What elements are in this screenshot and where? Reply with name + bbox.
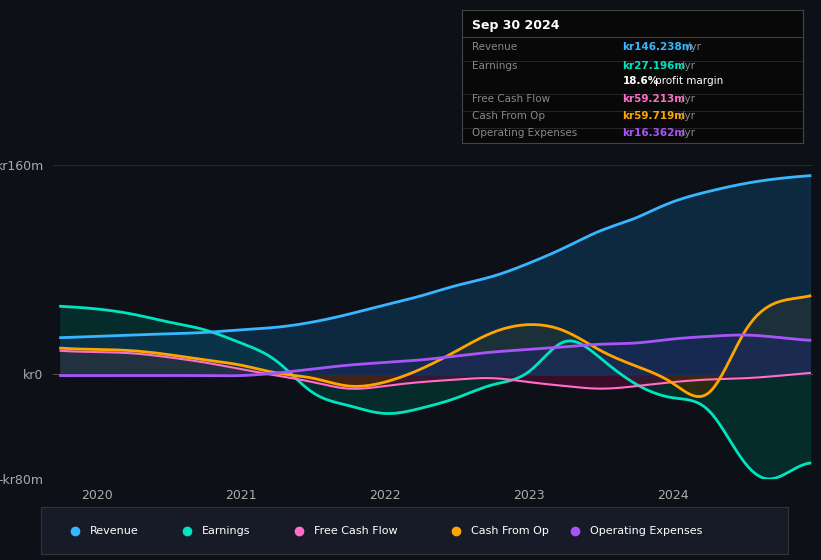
Text: 18.6%: 18.6% xyxy=(622,77,658,86)
Text: Cash From Op: Cash From Op xyxy=(470,526,548,535)
Text: Revenue: Revenue xyxy=(89,526,139,535)
Text: profit margin: profit margin xyxy=(654,77,723,86)
Text: Free Cash Flow: Free Cash Flow xyxy=(472,94,551,104)
Text: Earnings: Earnings xyxy=(472,60,518,71)
Text: Operating Expenses: Operating Expenses xyxy=(590,526,703,535)
Text: /yr: /yr xyxy=(681,60,695,71)
Text: Sep 30 2024: Sep 30 2024 xyxy=(472,20,560,32)
Text: /yr: /yr xyxy=(681,94,695,104)
Text: kr27.196m: kr27.196m xyxy=(622,60,686,71)
Text: kr146.238m: kr146.238m xyxy=(622,42,693,52)
Text: kr59.719m: kr59.719m xyxy=(622,111,686,121)
Text: /yr: /yr xyxy=(681,128,695,138)
Text: Revenue: Revenue xyxy=(472,42,517,52)
Text: /yr: /yr xyxy=(687,42,701,52)
Text: Cash From Op: Cash From Op xyxy=(472,111,545,121)
Text: kr59.213m: kr59.213m xyxy=(622,94,686,104)
Text: Operating Expenses: Operating Expenses xyxy=(472,128,578,138)
Text: /yr: /yr xyxy=(681,111,695,121)
Text: Earnings: Earnings xyxy=(202,526,250,535)
Text: kr16.362m: kr16.362m xyxy=(622,128,686,138)
Text: Free Cash Flow: Free Cash Flow xyxy=(314,526,397,535)
